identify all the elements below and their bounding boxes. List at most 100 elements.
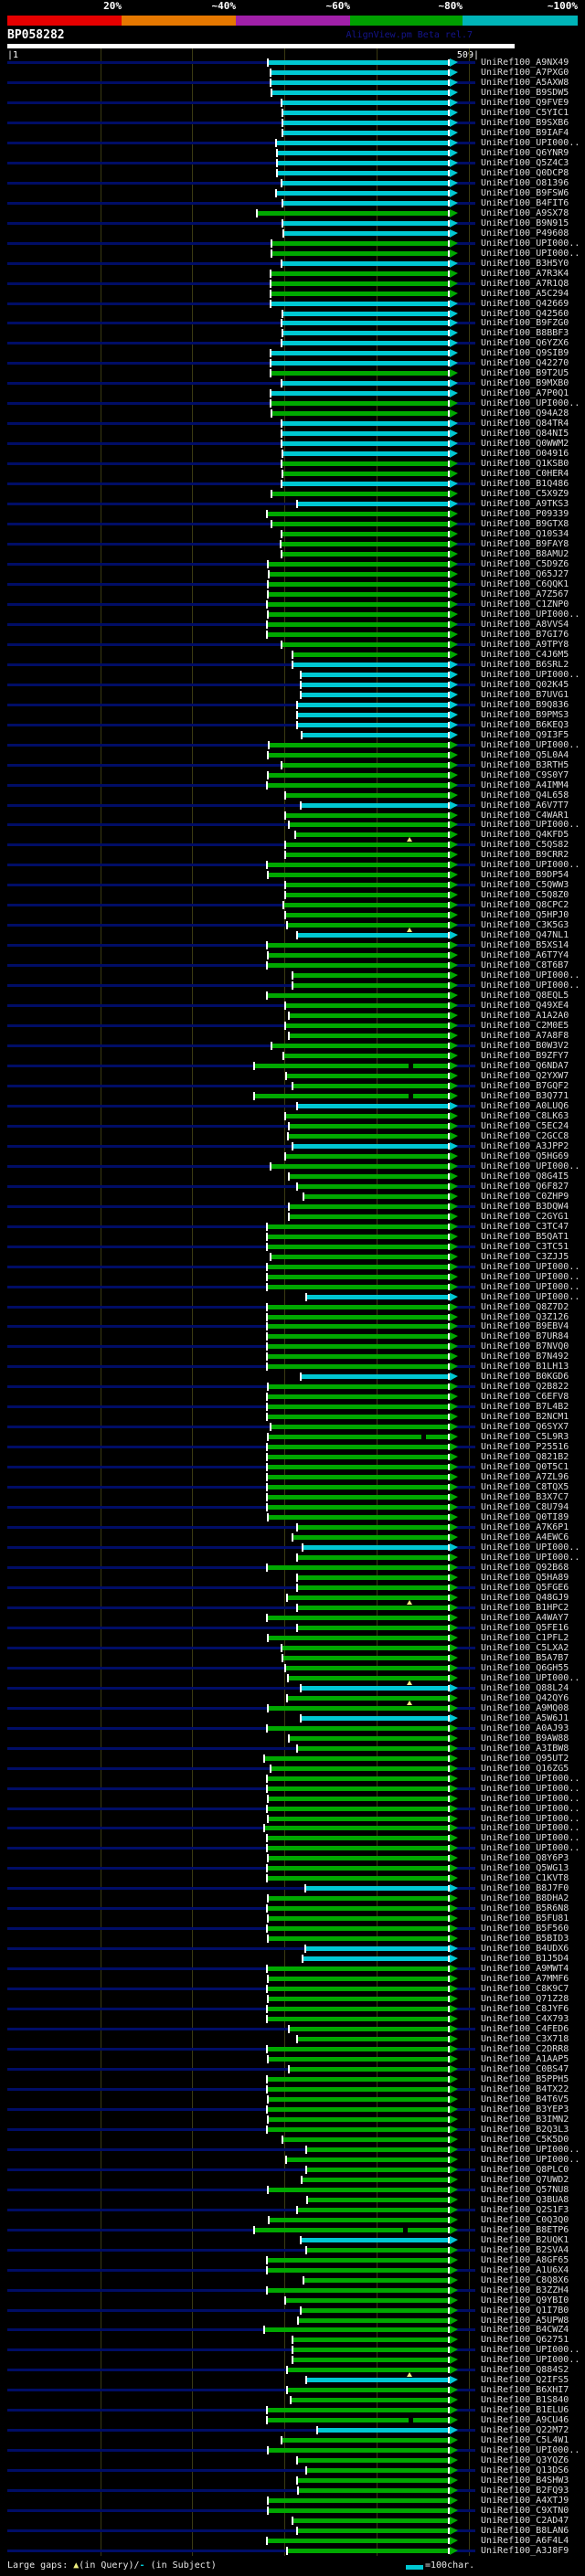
alignment-bar[interactable] <box>268 1344 448 1349</box>
row-label[interactable]: UniRef100_Q22M72 <box>481 2425 569 2435</box>
row-label[interactable]: UniRef100_B5F560 <box>481 1924 569 1934</box>
row-label[interactable]: UniRef100_C3K5G3 <box>481 920 569 930</box>
row-label[interactable]: UniRef100_A0LUQ6 <box>481 1101 569 1111</box>
alignment-bar[interactable] <box>282 482 448 486</box>
row-label[interactable]: UniRef100_A7ZL96 <box>481 1472 569 1482</box>
alignment-bar[interactable] <box>268 1836 448 1840</box>
row-label[interactable]: UniRef100_B0KGD6 <box>481 1372 569 1382</box>
row-label[interactable]: UniRef100_A7P0Q1 <box>481 388 569 398</box>
row-label[interactable]: UniRef100_Q42560 <box>481 309 569 319</box>
alignment-bar[interactable] <box>277 141 448 145</box>
row-label[interactable]: UniRef100_A1A2A0 <box>481 1011 569 1021</box>
row-label[interactable]: UniRef100_B1HPC2 <box>481 1603 569 1613</box>
row-label[interactable]: UniRef100_A9TPY8 <box>481 640 569 650</box>
row-label[interactable]: UniRef100_B1ELU6 <box>481 2405 569 2415</box>
row-label[interactable]: UniRef100_Q8G4I5 <box>481 1171 569 1182</box>
alignment-bar[interactable] <box>271 401 448 406</box>
row-label[interactable]: UniRef100_B2Q3L3 <box>481 2125 569 2135</box>
row-label[interactable]: UniRef100_O04916 <box>481 449 569 459</box>
row-label[interactable]: UniRef100_B4FIT6 <box>481 198 569 208</box>
row-label[interactable]: UniRef100_Q0DCP8 <box>481 168 569 178</box>
alignment-bar[interactable] <box>268 1926 448 1931</box>
row-label[interactable]: UniRef100_B9MXB0 <box>481 378 569 388</box>
row-label[interactable]: UniRef100_UPI000.. <box>481 2445 580 2455</box>
alignment-bar[interactable] <box>293 2358 448 2362</box>
alignment-bar[interactable] <box>269 2448 448 2453</box>
row-label[interactable]: UniRef100_A7Z567 <box>481 589 569 599</box>
row-label[interactable]: UniRef100_B3X7C7 <box>481 1492 569 1502</box>
row-label[interactable]: UniRef100_B4UDX6 <box>481 1944 569 1954</box>
row-label[interactable]: UniRef100_A9SX78 <box>481 208 569 218</box>
alignment-bar[interactable] <box>290 1034 448 1038</box>
alignment-bar[interactable] <box>278 151 448 155</box>
alignment-bar[interactable] <box>268 2077 448 2082</box>
alignment-bar[interactable] <box>268 512 448 516</box>
alignment-bar[interactable] <box>268 2539 448 2543</box>
alignment-bar[interactable] <box>288 923 448 928</box>
row-label[interactable]: UniRef100_P09339 <box>481 509 569 519</box>
row-label[interactable]: UniRef100_B8DHA2 <box>481 1893 569 1903</box>
row-label[interactable]: UniRef100_C6EFV8 <box>481 1392 569 1402</box>
alignment-bar[interactable] <box>269 2097 448 2102</box>
row-label[interactable]: UniRef100_UPI000.. <box>481 239 580 249</box>
row-label[interactable]: UniRef100_A7A8F8 <box>481 1031 569 1041</box>
row-label[interactable]: UniRef100_UPI000.. <box>481 1833 580 1843</box>
alignment-bar[interactable] <box>282 181 448 186</box>
alignment-bar[interactable] <box>286 843 448 847</box>
alignment-bar[interactable] <box>271 361 448 366</box>
alignment-bar[interactable] <box>293 652 448 657</box>
row-label[interactable]: UniRef100_Q8Y6P3 <box>481 1853 569 1863</box>
alignment-bar[interactable] <box>283 1656 448 1660</box>
row-label[interactable]: UniRef100_B9DP54 <box>481 870 569 880</box>
alignment-bar[interactable] <box>269 2117 448 2122</box>
alignment-bar[interactable] <box>268 1776 448 1781</box>
alignment-bar[interactable] <box>283 2137 448 2142</box>
alignment-bar[interactable] <box>298 1575 448 1580</box>
row-label[interactable]: UniRef100_A4WAY7 <box>481 1613 569 1623</box>
alignment-bar[interactable] <box>268 2087 448 2092</box>
alignment-bar[interactable] <box>303 1956 448 1961</box>
row-label[interactable]: UniRef100_Q6NDA7 <box>481 1061 569 1071</box>
alignment-bar[interactable] <box>268 1265 448 1269</box>
alignment-bar[interactable] <box>290 1214 448 1219</box>
row-label[interactable]: UniRef100_UPI000.. <box>481 2355 580 2365</box>
alignment-bar[interactable] <box>298 1555 448 1560</box>
alignment-bar[interactable] <box>269 1856 448 1860</box>
alignment-bar[interactable] <box>283 331 448 335</box>
alignment-bar[interactable] <box>278 161 448 165</box>
row-label[interactable]: UniRef100_Q65J27 <box>481 569 569 579</box>
alignment-bar[interactable] <box>302 693 448 697</box>
row-label[interactable]: UniRef100_Q3YQZ6 <box>481 2455 569 2465</box>
alignment-bar[interactable] <box>302 683 448 687</box>
alignment-bar[interactable] <box>289 1676 448 1680</box>
alignment-bar[interactable] <box>282 261 448 266</box>
row-label[interactable]: UniRef100_C5QS82 <box>481 840 569 850</box>
alignment-bar[interactable] <box>269 1706 448 1711</box>
row-label[interactable]: UniRef100_Q2B822 <box>481 1382 569 1392</box>
row-label[interactable]: UniRef100_C2AD47 <box>481 2516 569 2526</box>
alignment-bar[interactable] <box>307 2168 448 2172</box>
row-label[interactable]: UniRef100_B8ETP6 <box>481 2225 569 2235</box>
alignment-bar[interactable] <box>272 1044 448 1048</box>
alignment-bar[interactable] <box>271 351 448 355</box>
alignment-bar[interactable] <box>290 1013 448 1018</box>
row-label[interactable]: UniRef100_Q49XE4 <box>481 1001 569 1011</box>
row-label[interactable]: UniRef100_A9TKS3 <box>481 499 569 509</box>
alignment-bar[interactable] <box>302 1716 448 1721</box>
row-label[interactable]: UniRef100_Q5L0A4 <box>481 750 569 760</box>
row-label[interactable]: UniRef100_B0W3V2 <box>481 1041 569 1051</box>
alignment-bar[interactable] <box>269 592 448 597</box>
row-label[interactable]: UniRef100_B9SDW5 <box>481 88 569 98</box>
alignment-bar[interactable] <box>293 663 448 667</box>
alignment-bar[interactable] <box>282 101 448 105</box>
row-label[interactable]: UniRef100_B7UR84 <box>481 1331 569 1341</box>
alignment-bar[interactable] <box>298 2458 448 2463</box>
alignment-bar[interactable] <box>268 943 448 948</box>
alignment-bar[interactable] <box>302 673 448 677</box>
alignment-bar[interactable] <box>298 1746 448 1751</box>
row-label[interactable]: UniRef100_B8LAN6 <box>481 2526 569 2536</box>
row-label[interactable]: UniRef100_B3RTH5 <box>481 760 569 770</box>
row-label[interactable]: UniRef100_Q84TR4 <box>481 419 569 429</box>
alignment-bar[interactable] <box>269 1636 448 1640</box>
row-label[interactable]: UniRef100_C5LXA2 <box>481 1643 569 1653</box>
